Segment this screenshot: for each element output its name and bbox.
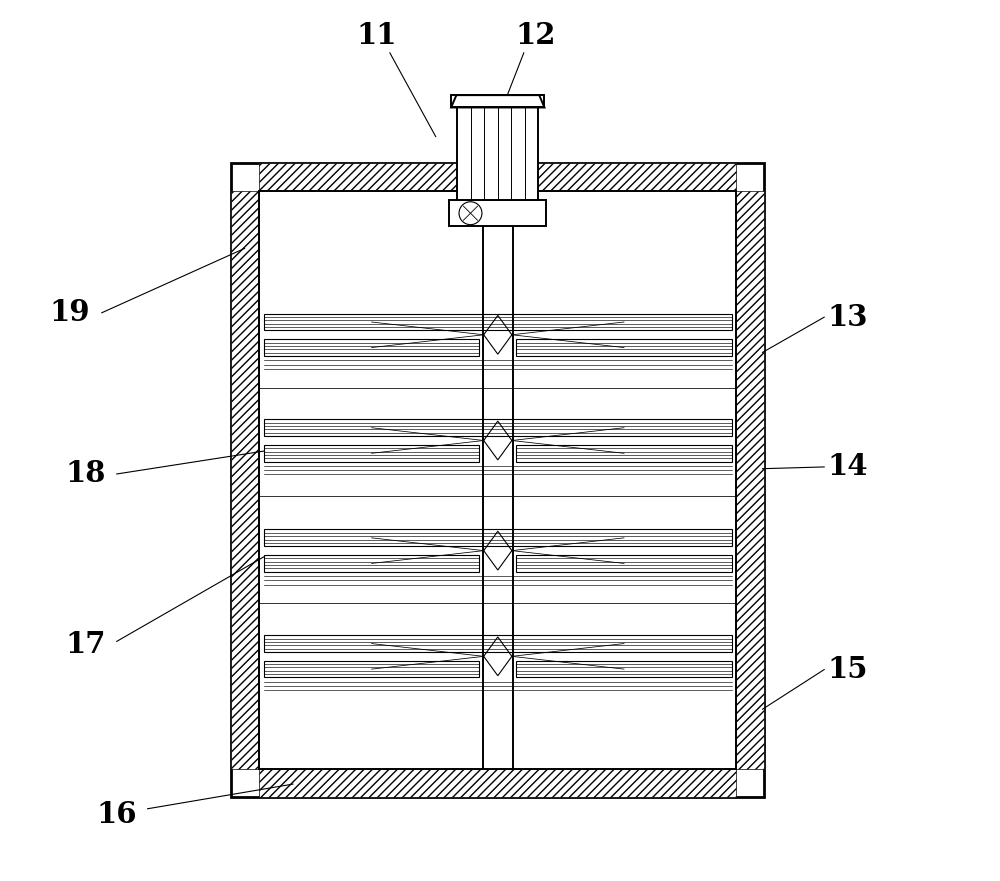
Bar [736, 191, 764, 769]
Text: 15: 15 [828, 655, 868, 684]
Text: 14: 14 [828, 453, 868, 481]
Bar [231, 163, 764, 797]
Bar [264, 635, 732, 652]
Bar [516, 445, 732, 462]
Bar [451, 95, 544, 107]
Text: 11: 11 [356, 21, 397, 49]
Bar [516, 555, 732, 572]
Bar [264, 445, 479, 462]
Bar [457, 107, 538, 200]
Bar [516, 661, 732, 677]
Bar [264, 529, 732, 546]
Text: 12: 12 [515, 21, 555, 49]
Text: 19: 19 [50, 299, 90, 327]
Bar [231, 191, 259, 769]
Bar [259, 769, 736, 797]
Text: 18: 18 [66, 460, 106, 488]
Bar [264, 419, 732, 436]
Text: 13: 13 [828, 303, 868, 331]
Bar [516, 339, 732, 356]
Bar [259, 163, 736, 191]
Text: 17: 17 [66, 631, 106, 659]
Bar [264, 555, 479, 572]
Text: 16: 16 [96, 801, 137, 829]
Bar [264, 339, 479, 356]
Bar [264, 661, 479, 677]
Bar [264, 314, 732, 330]
Bar [449, 200, 546, 226]
